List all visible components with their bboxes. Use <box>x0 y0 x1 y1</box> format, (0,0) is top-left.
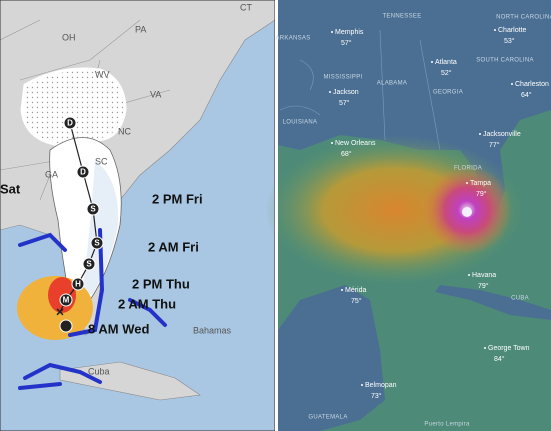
track-marker <box>76 165 90 179</box>
city-name: Charleston <box>515 81 549 88</box>
forecast-label: 2 PM Thu <box>132 276 190 291</box>
city-dot <box>494 29 496 31</box>
city-name: George Town <box>488 345 530 352</box>
city-temp: 64° <box>521 91 532 99</box>
city-temp: 79° <box>476 190 487 198</box>
state-label: CT <box>240 2 252 12</box>
city-temp: 77° <box>489 141 500 149</box>
track-marker <box>63 116 77 130</box>
city-temp: 84° <box>494 355 505 363</box>
city-temp: 68° <box>341 150 352 158</box>
city-name: Belmopan <box>365 382 397 389</box>
forecast-label: 2 PM Fri <box>152 191 203 206</box>
city-name: Havana <box>472 272 496 279</box>
region-label: TENNESSEE <box>382 14 421 20</box>
track-marker <box>86 202 100 216</box>
city-name: Mérida <box>345 287 367 294</box>
region-label: FLORIDA <box>454 166 482 172</box>
track-marker <box>90 236 104 250</box>
marker-letter: S <box>94 239 100 248</box>
yucatan-land <box>278 285 385 431</box>
city-temp: 75° <box>351 297 362 305</box>
region-label: MISSISSIPPI <box>324 75 363 81</box>
track-marker <box>59 319 73 333</box>
city-temp: 79° <box>478 282 489 290</box>
region-label: ARKANSAS <box>275 36 310 42</box>
track-marker <box>82 257 96 271</box>
right-map <box>265 0 551 431</box>
hurricane-eye <box>462 207 472 217</box>
place-label: Bahamas <box>193 325 232 335</box>
track-marker <box>71 277 85 291</box>
city-name: Jackson <box>333 89 359 96</box>
marker-letter: D <box>67 119 73 128</box>
cuba-land <box>59 361 201 401</box>
region-label: NORTH CAROLINA <box>496 15 551 21</box>
city-dot <box>466 182 468 184</box>
watch-warning-lines <box>18 228 167 390</box>
state-label: SC <box>95 156 108 166</box>
state-label: NC <box>118 126 131 136</box>
city-dot <box>331 142 333 144</box>
state-label: VA <box>150 89 161 99</box>
state-label: WV <box>95 69 110 79</box>
city-temp: 53° <box>504 37 515 45</box>
forecast-label: 8 AM Wed <box>88 321 149 336</box>
city-dot <box>511 83 513 85</box>
city-temp: 52° <box>441 69 452 77</box>
current-position: × <box>56 304 64 320</box>
city-name: Atlanta <box>435 59 457 66</box>
city-name: Tampa <box>470 180 491 187</box>
region-label: Puerto Lempira <box>424 422 470 428</box>
city-name: Charlotte <box>498 27 527 34</box>
marker-letter: S <box>86 260 92 269</box>
marker-letter: D <box>80 168 86 177</box>
forecast-label: 2 AM Fri <box>148 239 199 254</box>
marker-letter: M <box>63 296 70 305</box>
city-dot <box>331 31 333 33</box>
cuba-land <box>435 285 551 320</box>
city-dot <box>479 133 481 135</box>
outlook-area <box>20 67 127 147</box>
state-label: OH <box>62 32 76 42</box>
state-label: GA <box>45 169 58 179</box>
city-dot <box>341 289 343 291</box>
city-dot <box>329 91 331 93</box>
region-label: LOUISIANA <box>283 120 318 126</box>
city-temp: 73° <box>371 392 382 400</box>
region-label: ALABAMA <box>377 81 407 87</box>
city-name: Memphis <box>335 29 364 36</box>
city-dot <box>468 274 470 276</box>
region-label: CUBA <box>511 296 529 302</box>
track-marker <box>59 293 73 307</box>
city-dot <box>361 384 363 386</box>
state-label: PA <box>135 24 146 34</box>
region-label: GEORGIA <box>433 90 463 96</box>
region-label: SOUTH CAROLINA <box>476 58 534 64</box>
place-label: Sat <box>0 181 21 196</box>
region-label: GUATEMALA <box>308 415 347 421</box>
city-temp: 57° <box>341 39 352 47</box>
city-temp: 57° <box>339 99 350 107</box>
city-name: Jacksonville <box>483 131 521 138</box>
city-dot <box>431 61 433 63</box>
forecast-label: 2 AM Thu <box>118 296 176 311</box>
city-dot <box>484 347 486 349</box>
borders <box>279 29 441 151</box>
marker-letter: H <box>75 280 81 289</box>
city-name: New Orleans <box>335 140 376 147</box>
left-map: × <box>0 0 276 431</box>
place-label: Cuba <box>88 366 110 376</box>
marker-letter: S <box>90 205 96 214</box>
